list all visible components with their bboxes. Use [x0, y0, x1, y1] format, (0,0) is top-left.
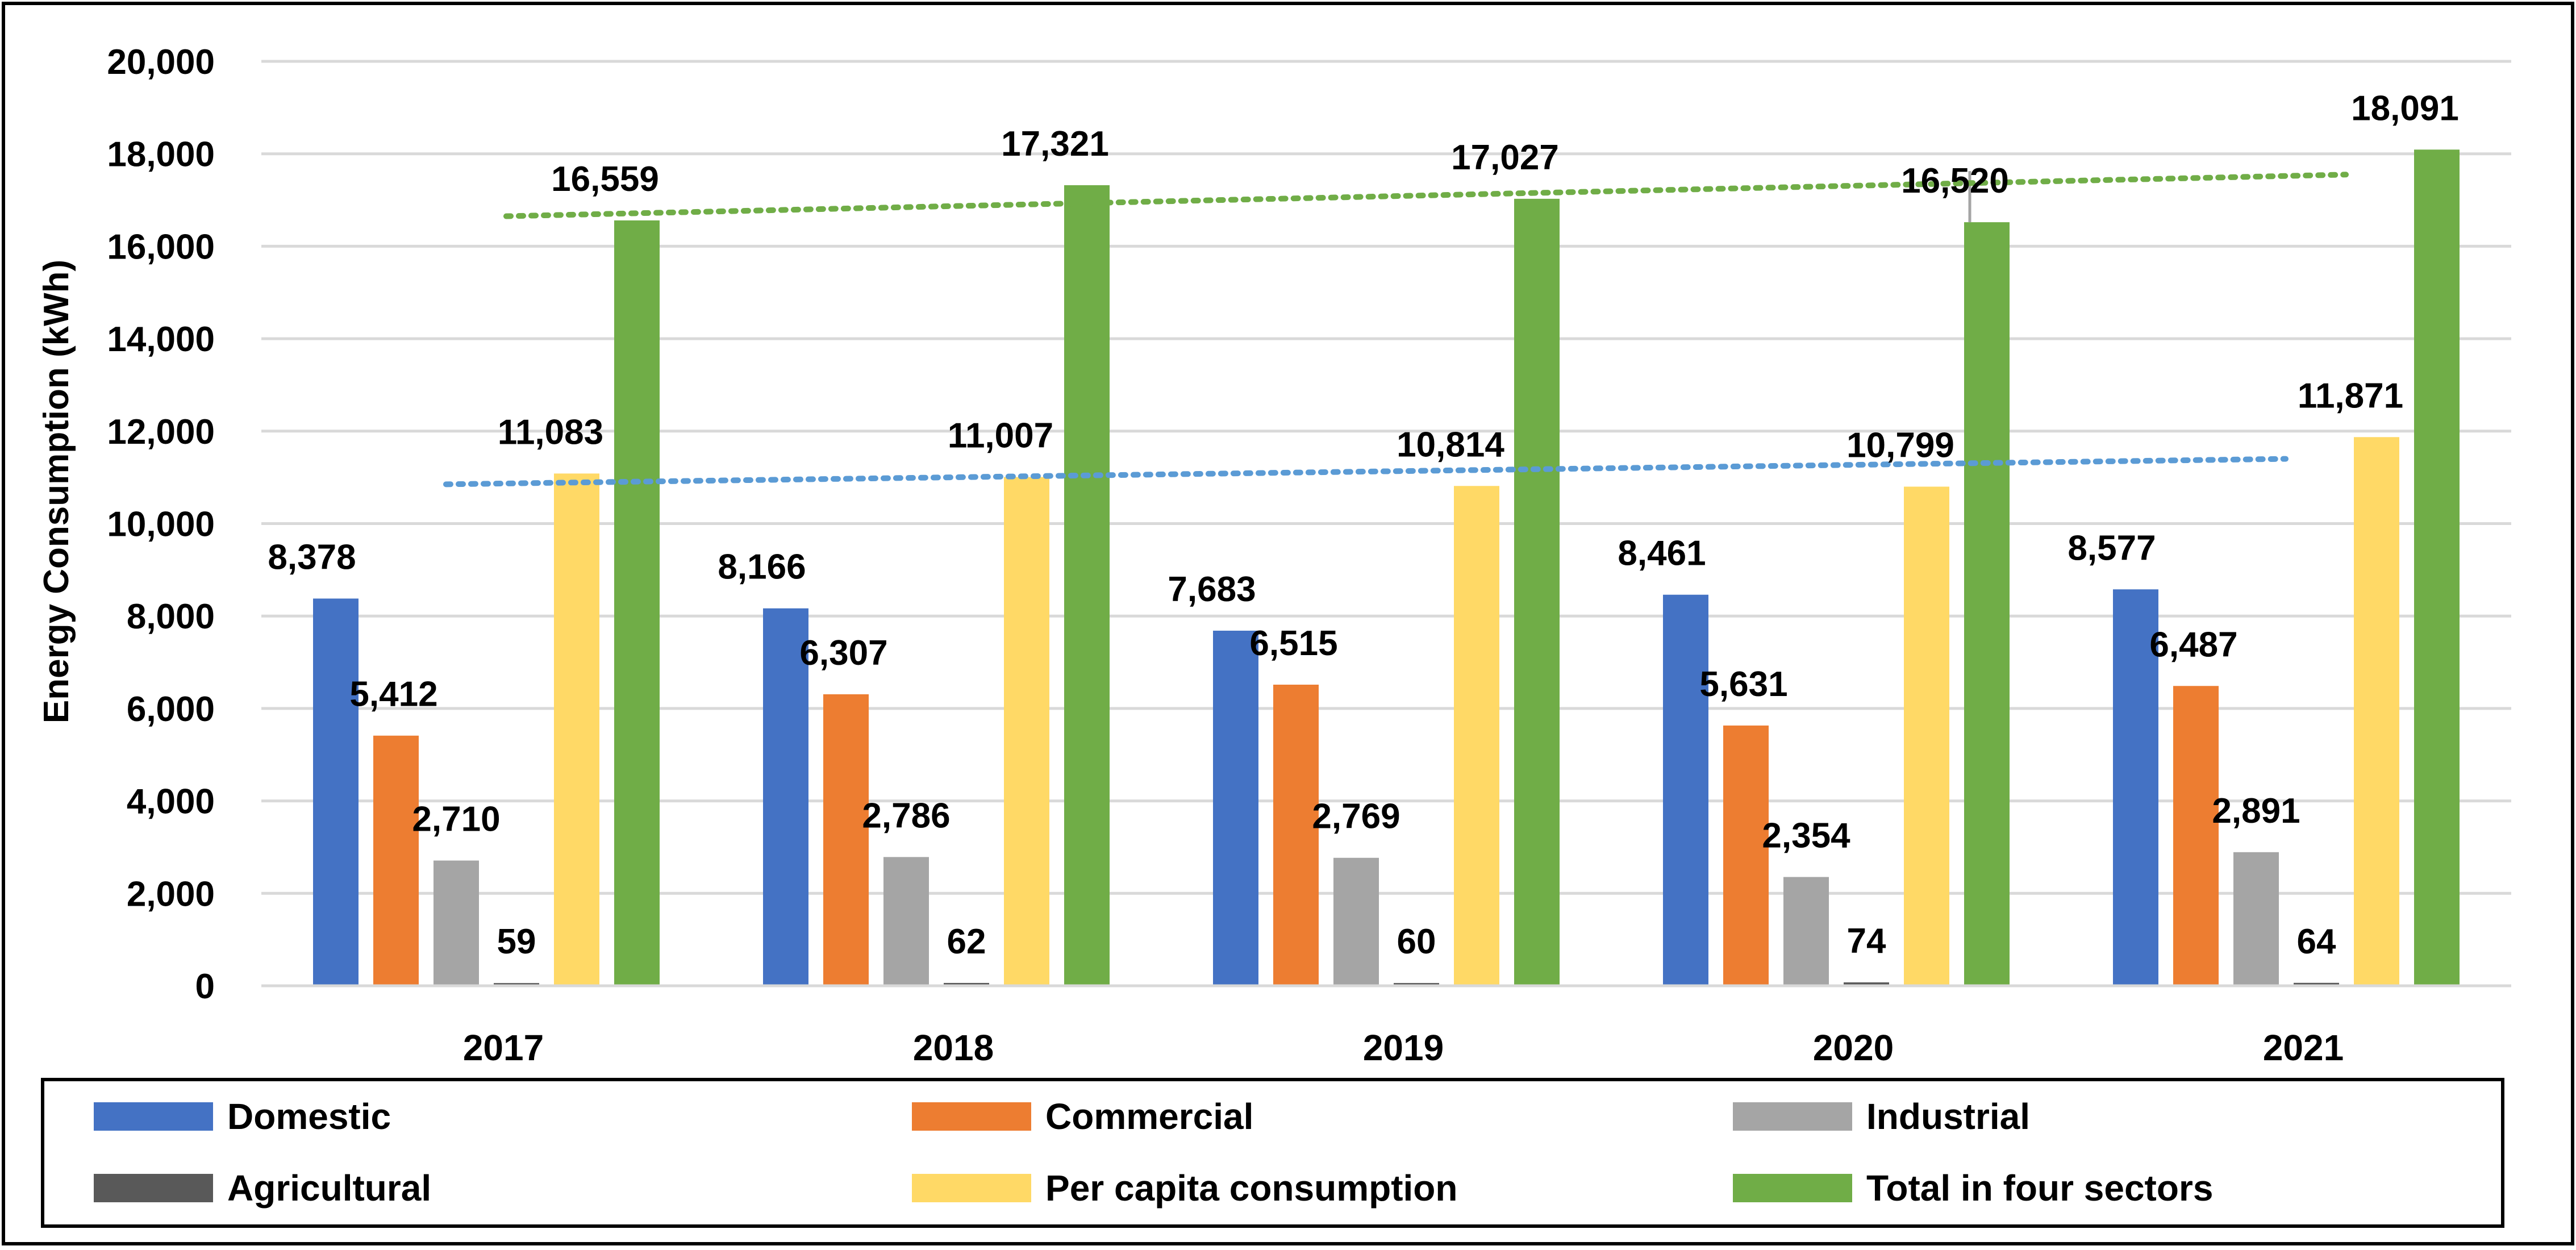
data-label-domestic: 8,166	[718, 548, 806, 587]
legend-swatch	[1733, 1174, 1852, 1202]
y-tick-label: 4,000	[127, 782, 215, 822]
data-label-per-capita-consumption: 11,083	[498, 413, 603, 452]
bar-total-in-four-sectors-2018	[1064, 185, 1110, 986]
legend-label: Agricultural	[227, 1168, 431, 1209]
data-labels-layer: 8,378 8,166 7,683 8,461 8,577 5,412 6,307 6,515…	[268, 89, 2458, 961]
data-label-agricultural: 74	[1847, 922, 1886, 961]
bar-per-capita-consumption-2018	[1004, 477, 1049, 986]
y-tick-label: 18,000	[107, 135, 215, 174]
bar-total-in-four-sectors-2021	[2414, 149, 2460, 986]
bar-agricultural-2018	[944, 982, 989, 986]
bar-agricultural-2020	[1844, 982, 1889, 986]
y-tick-label: 0	[195, 967, 215, 1006]
legend-label: Total in four sectors	[1866, 1168, 2213, 1209]
bar-commercial-2020	[1723, 725, 1769, 986]
legend-label: Commercial	[1045, 1096, 1253, 1137]
bar-commercial-2018	[823, 694, 869, 986]
x-tick-label: 2021	[2263, 1027, 2344, 1068]
bar-total-in-four-sectors-2020	[1964, 222, 2010, 986]
legend-label: Industrial	[1866, 1096, 2030, 1137]
y-tick-label: 12,000	[107, 413, 215, 452]
data-label-per-capita-consumption: 11,007	[948, 416, 1053, 456]
data-label-industrial: 2,769	[1312, 797, 1400, 836]
bar-industrial-2020	[1783, 877, 1829, 986]
y-tick-label: 8,000	[127, 597, 215, 636]
data-label-commercial: 6,487	[2149, 625, 2237, 664]
data-label-agricultural: 62	[947, 922, 986, 961]
x-tick-label: 2019	[1363, 1027, 1444, 1068]
data-label-total-in-four-sectors: 18,091	[2351, 89, 2459, 128]
data-label-industrial: 2,786	[862, 796, 950, 835]
x-tick-label: 2018	[913, 1027, 994, 1068]
data-label-per-capita-consumption: 11,871	[2298, 376, 2403, 415]
bar-total-in-four-sectors-2017	[614, 220, 660, 986]
bar-per-capita-consumption-2020	[1904, 486, 1949, 986]
bar-domestic-2021	[2113, 589, 2158, 986]
data-label-total-in-four-sectors: 17,027	[1451, 138, 1559, 177]
data-label-commercial: 5,412	[349, 675, 437, 714]
y-tick-label: 16,000	[107, 227, 215, 266]
bar-per-capita-consumption-2017	[554, 473, 599, 986]
y-axis-title: Energy Consumption (kWh)	[37, 260, 76, 723]
legend-label: Domestic	[227, 1096, 391, 1137]
data-label-domestic: 8,378	[268, 538, 356, 577]
legend-frame	[41, 1078, 2504, 1228]
legend-swatch	[912, 1174, 1031, 1202]
data-label-agricultural: 64	[2297, 922, 2336, 961]
data-label-industrial: 2,891	[2212, 791, 2300, 831]
bar-per-capita-consumption-2021	[2354, 437, 2399, 986]
trendline-total-in-four-sectors	[503, 172, 2349, 219]
x-tick-label: 2017	[463, 1027, 544, 1068]
bar-industrial-2019	[1333, 857, 1379, 986]
data-label-total-in-four-sectors: 17,321	[1001, 124, 1109, 164]
legend-swatch	[94, 1174, 213, 1202]
data-label-commercial: 6,515	[1249, 624, 1337, 663]
legend-label: Per capita consumption	[1045, 1168, 1457, 1209]
legend-swatch	[912, 1102, 1031, 1131]
data-label-agricultural: 60	[1397, 922, 1436, 961]
data-label-commercial: 6,307	[799, 634, 887, 673]
data-label-industrial: 2,354	[1762, 816, 1850, 856]
y-tick-label: 6,000	[127, 690, 215, 729]
y-tick-label: 2,000	[127, 874, 215, 914]
data-label-industrial: 2,710	[412, 800, 500, 839]
data-label-domestic: 8,577	[2068, 528, 2156, 568]
data-label-commercial: 5,631	[1699, 665, 1787, 704]
data-label-per-capita-consumption: 10,799	[1846, 426, 1954, 465]
data-label-total-in-four-sectors: 16,520	[1901, 161, 2009, 201]
bar-industrial-2017	[433, 860, 479, 986]
legend-swatch	[1733, 1102, 1852, 1131]
legend: Domestic Commercial Industrial Agricultural…	[41, 1078, 2504, 1228]
trendlines-layer	[443, 172, 2349, 488]
bar-domestic-2018	[763, 608, 808, 986]
legend-swatch	[94, 1102, 213, 1131]
x-tick-label: 2020	[1813, 1027, 1894, 1068]
x-tick-labels: 2017 2018 2019 2020 2021	[463, 1027, 2344, 1068]
y-tick-labels: 0 2,000 4,000 6,000 8,000 10,000 12,000 14,000 1…	[107, 43, 215, 1006]
bar-industrial-2021	[2233, 852, 2279, 986]
bar-agricultural-2021	[2294, 982, 2339, 986]
bar-industrial-2018	[883, 857, 929, 986]
bar-commercial-2019	[1273, 685, 1319, 986]
y-tick-label: 20,000	[107, 43, 215, 82]
bar-domestic-2017	[313, 598, 359, 986]
bar-domestic-2019	[1213, 630, 1258, 986]
data-label-agricultural: 59	[497, 922, 536, 961]
y-tick-label: 10,000	[107, 505, 215, 544]
bar-domestic-2020	[1663, 594, 1708, 986]
bar-per-capita-consumption-2019	[1454, 486, 1499, 986]
bars-layer	[313, 149, 2460, 986]
data-label-domestic: 7,683	[1168, 570, 1256, 609]
data-label-domestic: 8,461	[1618, 534, 1706, 573]
bar-commercial-2017	[373, 735, 419, 986]
trendline-per-capita-consumption	[443, 456, 2289, 488]
data-label-per-capita-consumption: 10,814	[1397, 425, 1504, 464]
y-tick-label: 14,000	[107, 320, 215, 359]
bar-commercial-2021	[2173, 686, 2219, 986]
data-label-total-in-four-sectors: 16,559	[551, 160, 659, 199]
bar-total-in-four-sectors-2019	[1514, 198, 1560, 986]
